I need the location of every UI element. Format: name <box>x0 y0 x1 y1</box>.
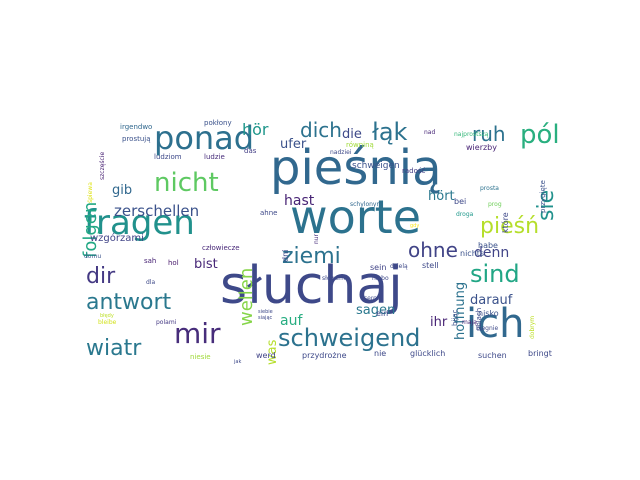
word: ziemi <box>282 244 341 269</box>
word: nie <box>374 349 387 358</box>
word: polami <box>156 319 177 326</box>
word: irgendwo <box>120 123 153 131</box>
word: równiną <box>346 141 374 149</box>
word: darauf <box>470 293 513 308</box>
word: ohne <box>408 238 458 262</box>
word: wierzby <box>466 143 497 152</box>
word: ludzie <box>204 153 225 161</box>
word: schweigen <box>352 161 400 171</box>
word: suchen <box>478 351 507 360</box>
word: pieśń <box>480 214 540 239</box>
word: pól <box>520 120 560 150</box>
word: gib <box>112 183 133 198</box>
word: schweigend <box>278 324 421 352</box>
word: werd <box>256 351 276 360</box>
word: słuchaj <box>220 256 403 316</box>
word: biegnie <box>476 325 499 332</box>
word: prostują <box>122 135 151 143</box>
word: śpiewa <box>87 182 94 203</box>
word: wzgórzami <box>90 233 144 244</box>
word: bist <box>194 257 218 272</box>
word: przygięte <box>539 180 547 213</box>
word: fragen <box>84 203 195 243</box>
word: prog <box>488 201 502 208</box>
word: hör <box>242 120 269 139</box>
word: nichts <box>460 249 485 258</box>
word: serca <box>364 295 381 302</box>
word: siając <box>258 315 273 321</box>
word: ahne <box>260 209 278 217</box>
word: ich <box>466 301 525 347</box>
word: prosta <box>480 185 499 192</box>
word: habe <box>478 241 498 250</box>
word: droga <box>456 211 474 218</box>
word: przydrożne <box>302 351 347 360</box>
word: nur <box>313 233 320 244</box>
word: auf <box>280 313 303 329</box>
word: bringt <box>528 349 552 358</box>
word: łąk <box>372 118 408 146</box>
word: worte <box>290 190 422 244</box>
word: nadziei <box>330 149 352 156</box>
word: dni <box>281 249 290 262</box>
word: pokłony <box>204 119 232 127</box>
word: nisko <box>478 309 499 318</box>
word: pieśnią <box>270 140 442 196</box>
word: das <box>244 147 257 155</box>
word: mir <box>174 317 221 350</box>
word: niebo <box>372 275 389 282</box>
word: bei <box>454 197 467 206</box>
word: bijąc <box>451 309 459 326</box>
word: hast <box>284 193 315 209</box>
word: glücklich <box>410 349 446 358</box>
word: wiatr <box>86 336 142 361</box>
word: radość <box>402 167 426 175</box>
word: stell <box>422 261 439 270</box>
word: sah <box>144 257 157 265</box>
word: niesie <box>190 353 211 361</box>
word: człowiecze <box>202 244 240 252</box>
word: gdy <box>410 223 420 229</box>
word: mają <box>462 319 477 326</box>
word: ihr <box>430 315 448 330</box>
word: folgen <box>80 201 101 258</box>
word: domu <box>84 253 102 260</box>
word: nicht <box>154 168 219 198</box>
word: szczęście <box>99 151 106 180</box>
word: antwort <box>86 290 172 315</box>
word: dich <box>300 118 342 142</box>
word: ruh <box>472 122 506 146</box>
word: siebie <box>258 309 273 315</box>
word: ein <box>376 309 389 318</box>
word: słowem <box>322 275 345 282</box>
word: die <box>342 127 362 142</box>
word: hol <box>168 259 179 267</box>
word: jak <box>234 359 242 365</box>
word: najprostszą <box>454 131 489 138</box>
word: zerschellen <box>114 202 200 220</box>
word: dobrym <box>529 315 536 339</box>
word: ludziom <box>154 153 182 161</box>
word: dla <box>146 279 156 286</box>
word: które <box>501 212 510 233</box>
word-cloud: śpiewa szczęście pokłony pieśnią worte s… <box>80 118 560 366</box>
word: sagen <box>356 303 396 318</box>
word: sind <box>470 260 520 288</box>
word: błędy <box>100 313 114 319</box>
word: sein <box>370 263 387 272</box>
word: dir <box>86 264 116 289</box>
word: dzielą <box>390 263 408 270</box>
word: nad <box>424 129 436 136</box>
word: ufer <box>280 137 307 152</box>
word: bleibe <box>98 319 117 326</box>
word: denn <box>474 245 510 261</box>
word: wellen <box>236 267 257 326</box>
word: schylonym <box>350 201 383 208</box>
word: ponad <box>154 119 255 157</box>
word: hört <box>428 189 455 204</box>
